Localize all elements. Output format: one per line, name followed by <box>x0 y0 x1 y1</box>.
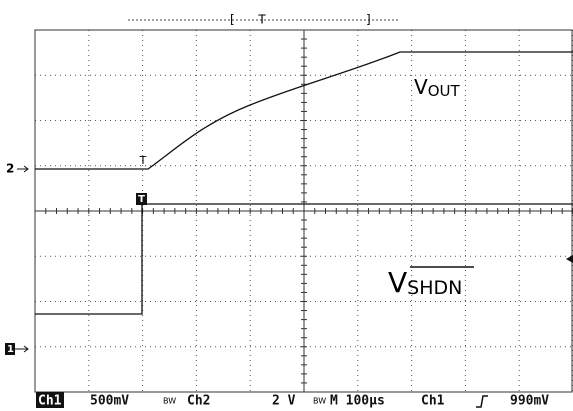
bracket-right: ] <box>366 13 371 27</box>
ch2-arrow <box>17 165 29 173</box>
graticule <box>34 29 573 393</box>
status-trigger-source: Ch1 <box>421 394 445 409</box>
ch1-badge <box>36 392 64 408</box>
vshdn-label: VSHDN <box>388 266 462 299</box>
vout-trace <box>35 51 573 170</box>
status-ch2: Ch2 <box>187 394 210 409</box>
status-ch1-scale: 500mV <box>90 394 129 409</box>
bw-icon-1: BW <box>163 397 176 406</box>
ch2-trigger-marker: T <box>139 154 147 167</box>
status-trigger-level: 990mV <box>510 394 549 409</box>
vshdn-sub: SHDN <box>407 277 462 299</box>
status-ch2-scale: 2 V <box>272 394 296 409</box>
ch1-trigger-box <box>136 193 147 205</box>
ch1-marker-box <box>5 343 15 355</box>
bracket-left: [ <box>230 13 235 27</box>
ch1-trigger-marker: T <box>138 194 145 205</box>
bw-icon-2: BW <box>313 397 326 406</box>
vout-main: V <box>414 75 428 99</box>
vshdn-trace <box>35 203 573 315</box>
ch2-marker: 2 <box>6 162 14 176</box>
trigger-level-arrow <box>566 255 573 263</box>
trigger-position: T <box>257 13 266 27</box>
trigger-slope <box>476 395 488 408</box>
ch1-arrow <box>15 345 29 353</box>
status-ch1: Ch1 <box>38 394 62 409</box>
vout-label: VOUT <box>414 75 460 100</box>
status-timebase: M 100µs <box>330 394 385 409</box>
vout-sub: OUT <box>428 82 461 100</box>
vshdn-main: V <box>388 266 407 299</box>
ch1-marker: 1 <box>7 344 14 355</box>
